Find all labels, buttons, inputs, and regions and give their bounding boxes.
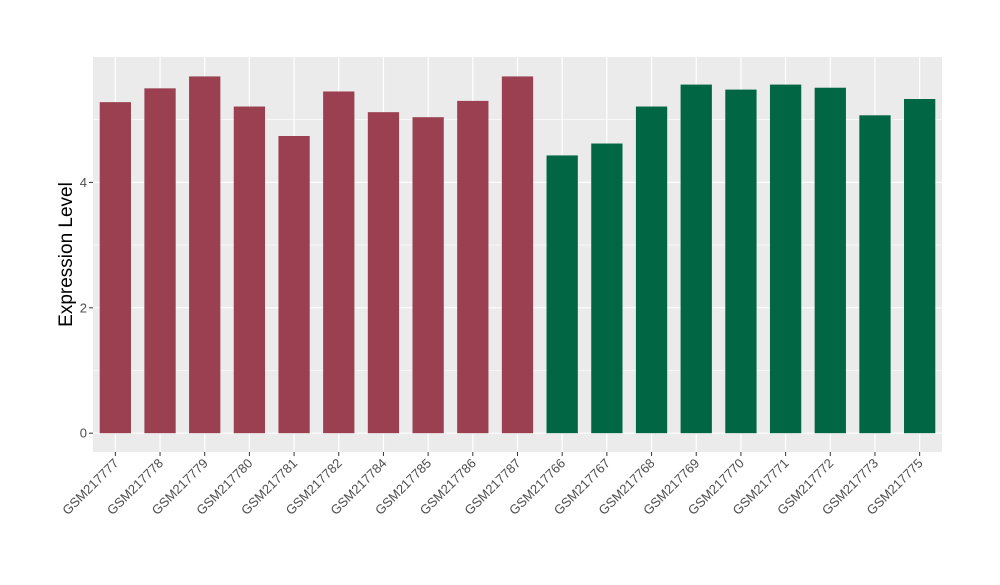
bar-GSM217767 [591, 143, 623, 434]
bar-GSM217786 [457, 100, 489, 434]
bar-GSM217781 [278, 136, 310, 434]
bar-GSM217778 [144, 88, 176, 434]
bar-GSM217785 [412, 117, 444, 434]
bar-GSM217772 [814, 87, 846, 434]
bar-GSM217766 [546, 155, 578, 434]
bar-GSM217769 [680, 84, 712, 434]
y-axis-title: Expression Level [56, 182, 77, 327]
bar-GSM217782 [323, 91, 355, 434]
x-axis: GSM217777GSM217778GSM217779GSM217780GSM2… [59, 452, 926, 518]
y-tick-label: 2 [80, 300, 87, 315]
bar-GSM217775 [904, 99, 936, 434]
bar-GSM217779 [189, 76, 221, 434]
y-tick-label: 4 [80, 175, 87, 190]
bar-GSM217777 [99, 102, 131, 434]
bar-GSM217768 [635, 106, 668, 434]
bar-GSM217770 [725, 89, 757, 434]
y-tick-label: 0 [80, 426, 87, 441]
bar-GSM217787 [501, 76, 534, 434]
bars [99, 76, 936, 434]
bar-GSM217771 [769, 84, 802, 434]
bar-GSM217773 [859, 115, 891, 434]
bar-GSM217780 [233, 106, 266, 434]
y-axis: 0 2 4 [80, 175, 93, 441]
bar-GSM217784 [367, 112, 400, 434]
